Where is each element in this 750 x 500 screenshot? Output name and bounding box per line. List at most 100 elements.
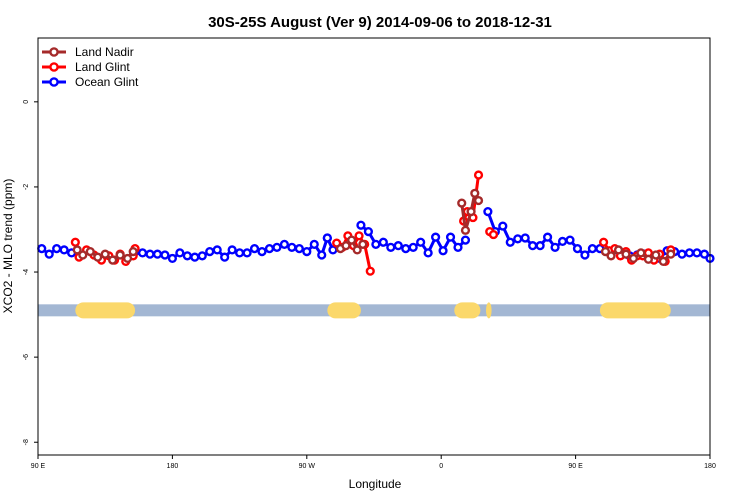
land-nadir-line — [604, 248, 672, 263]
ocean-glint-point — [242, 248, 252, 258]
ocean-glint-point — [498, 221, 508, 231]
y-tick-label: 0 — [23, 100, 30, 104]
ocean-glint-point — [44, 249, 54, 259]
ocean-glint-point — [550, 242, 560, 252]
ocean-glint-point — [520, 233, 530, 243]
ocean-glint-point — [460, 235, 471, 245]
land-glint-point — [354, 231, 364, 241]
axes: 90 E 180 90 W 0 90 E 180 0 -2 -4 -6 -8 — [23, 100, 716, 470]
ocean-glint-point — [535, 241, 545, 251]
y-axis-label: XCO2 - MLO trend (ppm) — [1, 179, 15, 314]
ocean-glint-point — [152, 249, 163, 259]
ocean-glint-point — [505, 237, 515, 247]
land-glint-point — [488, 229, 499, 240]
legend-marker — [49, 47, 59, 57]
land-nadir-point — [628, 253, 639, 264]
land-nadir-point — [93, 252, 103, 262]
series-land-nadir — [72, 188, 676, 266]
legend-label: Land Glint — [75, 60, 130, 74]
land-nadir-point — [658, 256, 668, 266]
ocean-glint-point — [227, 245, 237, 255]
land-nadir-point — [651, 250, 661, 260]
ocean-glint-point — [453, 242, 463, 252]
ocean-glint-point — [205, 247, 215, 257]
ocean-glint-line — [486, 211, 600, 257]
legend-label: Ocean Glint — [75, 75, 139, 89]
land-nadir-point — [108, 255, 118, 265]
land-glint-point — [598, 237, 609, 247]
ocean-glint-point — [294, 244, 304, 254]
ocean-glint-point — [677, 249, 687, 259]
land-nadir-point — [115, 250, 125, 260]
ocean-glint-point — [699, 249, 710, 259]
ocean-glint-point — [264, 244, 275, 254]
land-nadir-point — [460, 225, 471, 235]
plot-border — [37, 37, 711, 456]
ocean-glint-point — [580, 250, 590, 260]
ocean-glint-point — [416, 237, 426, 247]
legend-entry: Land Nadir — [42, 45, 134, 59]
land-nadir-point — [352, 245, 362, 255]
land-nadir-point — [600, 247, 611, 257]
ocean-glint-point — [528, 241, 538, 251]
land-nadir-point — [466, 207, 476, 217]
land-nadir-point — [613, 245, 624, 255]
land-glint-point — [473, 170, 484, 180]
ocean-glint-point — [287, 242, 297, 252]
ocean-glint-point — [572, 244, 583, 254]
land-nadir-point — [666, 249, 676, 259]
ocean-glint-point — [692, 248, 702, 258]
ocean-glint-point — [356, 220, 366, 230]
land-glint-point — [70, 237, 80, 247]
ocean-glint-point — [145, 249, 155, 259]
ocean-glint-point — [423, 248, 433, 258]
land-nadir-point — [122, 253, 133, 264]
land-nadir-point — [341, 241, 351, 251]
ocean-band — [38, 304, 710, 317]
ocean-glint-point — [328, 245, 338, 255]
land-nadir-point — [606, 251, 616, 261]
y-tick-label: -2 — [23, 184, 30, 190]
ocean-glint-point — [401, 244, 411, 254]
ocean-glint-point — [438, 246, 448, 256]
ocean-glint-point — [431, 232, 441, 242]
land-segment — [75, 302, 136, 319]
ocean-glint-point — [220, 252, 230, 262]
ocean-glint-point — [160, 250, 170, 260]
y-tick-label: -8 — [23, 439, 30, 445]
ocean-glint-point — [322, 233, 332, 243]
ocean-glint-point — [59, 245, 69, 255]
ocean-glint-point — [445, 232, 456, 242]
ocean-glint-point — [302, 247, 312, 257]
ocean-glint-point — [684, 248, 695, 258]
land-nadir-point — [78, 250, 88, 260]
ocean-glint-point — [309, 239, 319, 249]
ocean-glint-point — [317, 250, 327, 260]
chart-title: 30S-25S August (Ver 9) 2014-09-06 to 201… — [208, 14, 552, 31]
ocean-glint-point — [371, 239, 381, 249]
ocean-glint-point — [212, 245, 222, 255]
ocean-glint-point — [52, 244, 62, 254]
ocean-glint-point — [565, 235, 575, 245]
ocean-glint-point — [386, 242, 396, 252]
land-nadir-point — [636, 248, 646, 258]
legend-marker — [49, 62, 59, 72]
ocean-glint-point — [408, 242, 418, 252]
ocean-glint-point — [542, 232, 553, 242]
land-nadir-point — [621, 249, 631, 259]
ocean-glint-point — [483, 207, 493, 217]
ocean-glint-point — [249, 244, 260, 254]
ocean-glint-point — [587, 244, 598, 254]
y-tick-label: -6 — [23, 354, 30, 360]
land-nadir-point — [457, 198, 467, 208]
ocean-glint-point — [175, 248, 185, 258]
ocean-glint-point — [513, 234, 523, 244]
ocean-glint-point — [182, 251, 192, 261]
land-glint-point — [365, 266, 375, 276]
ocean-glint-point — [557, 236, 568, 246]
legend-label: Land Nadir — [75, 45, 134, 59]
legend-entry: Ocean Glint — [42, 75, 139, 89]
land-segment — [327, 302, 361, 319]
y-tick-label: -4 — [23, 269, 30, 275]
